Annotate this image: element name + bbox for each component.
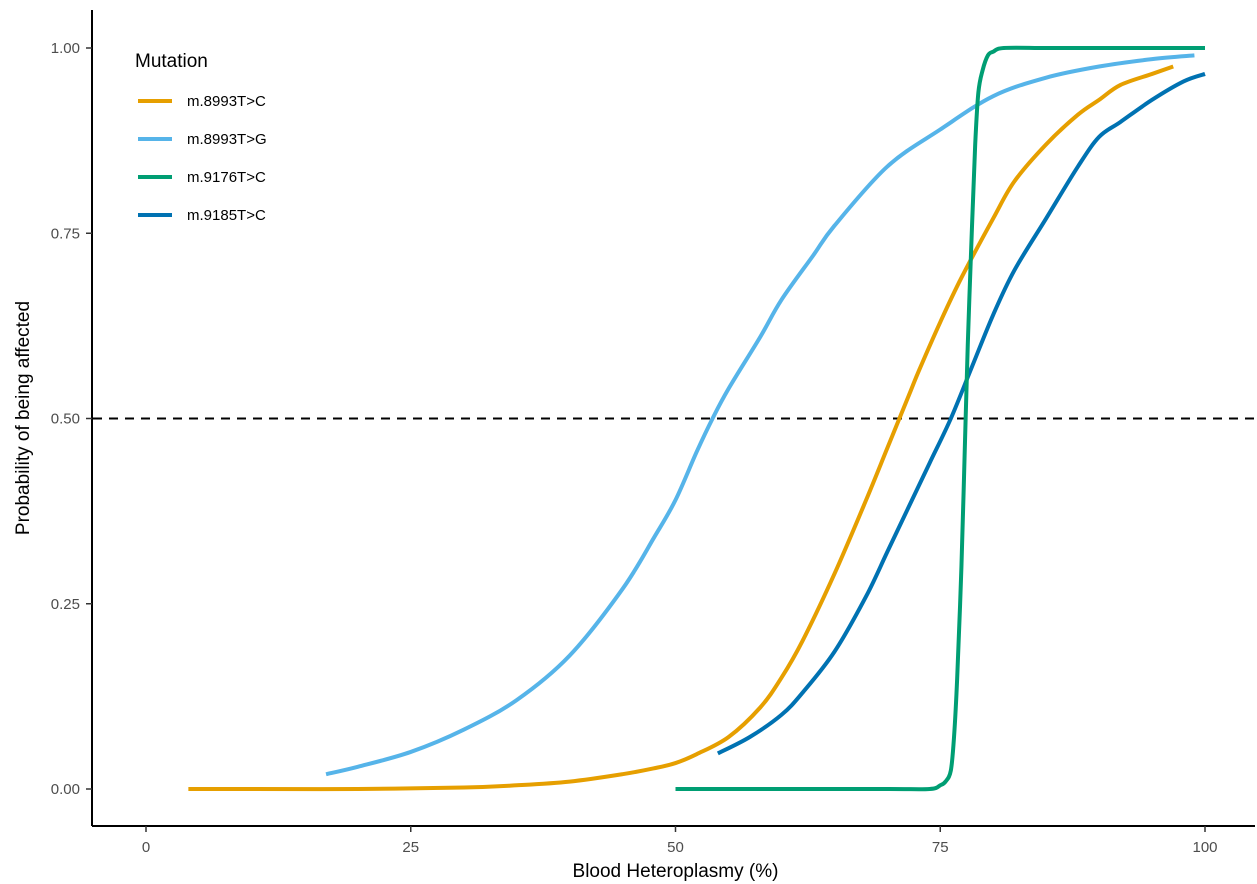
legend-label-m.8993T>C: m.8993T>C [187, 93, 266, 110]
series-layer [188, 45, 1206, 792]
y-axis-title: Probability of being affected [13, 301, 34, 535]
axes: 0 25 50 75 100 0.00 0.25 0.50 0.75 1.00 [51, 10, 1255, 856]
x-tick-label: 75 [932, 839, 949, 856]
legend-label-m.9185T>C: m.9185T>C [187, 207, 266, 224]
legend-title: Mutation [135, 51, 208, 72]
series-line-m.8993T>G [325, 53, 1195, 777]
legend-label-m.8993T>G: m.8993T>G [187, 131, 267, 148]
legend-label-m.9176T>C: m.9176T>C [187, 169, 266, 186]
x-tick-label: 25 [402, 839, 419, 856]
y-tick-label: 0.50 [51, 411, 80, 428]
x-axis-title: Blood Heteroplasmy (%) [573, 861, 779, 882]
x-tick-label: 100 [1192, 839, 1217, 856]
series-line-m.9176T>C [675, 45, 1205, 792]
legend: m.8993T>C m.8993T>G m.9176T>C m.9185T>C [138, 93, 267, 224]
y-tick-label: 0.00 [51, 781, 80, 798]
y-tick-label: 0.25 [51, 596, 80, 613]
series-line-m.8993T>C [188, 64, 1174, 792]
series-line-m.9185T>C [716, 72, 1206, 756]
x-tick-label: 0 [142, 839, 150, 856]
x-tick-label: 50 [667, 839, 684, 856]
y-tick-label: 1.00 [51, 40, 80, 57]
y-tick-label: 0.75 [51, 225, 80, 242]
